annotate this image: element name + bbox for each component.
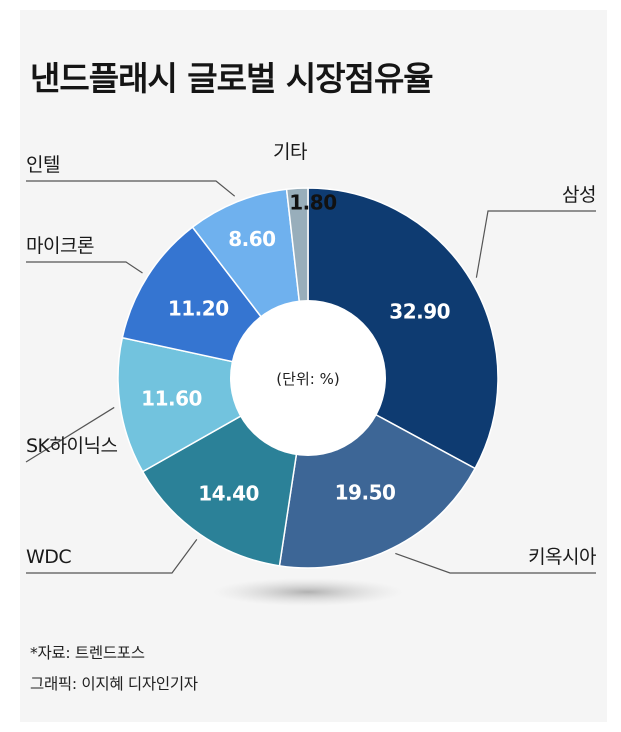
unit-note: (단위: %) <box>276 370 339 388</box>
value-label-삼성: 32.90 <box>389 299 450 323</box>
source-note: *자료: 트렌드포스 <box>30 644 145 662</box>
category-label-wdc: WDC <box>26 546 71 568</box>
credit-note: 그래픽: 이지혜 디자인기자 <box>30 675 198 693</box>
leader-line-wdc <box>26 539 198 574</box>
value-label-기타: 1.80 <box>289 190 336 214</box>
category-label-마이크론: 마이크론 <box>26 235 94 257</box>
leader-line-마이크론 <box>26 261 143 274</box>
value-label-wdc: 14.40 <box>198 481 259 505</box>
category-label-삼성: 삼성 <box>562 184 596 206</box>
leader-line-인텔 <box>26 180 236 197</box>
category-label-sk하이닉스: SK하이닉스 <box>26 435 117 457</box>
category-label-키옥시아: 키옥시아 <box>528 546 596 568</box>
footer: *자료: 트렌드포스 그래픽: 이지혜 디자인기자 <box>30 638 198 700</box>
category-label-기타: 기타 <box>273 141 307 163</box>
leader-line-키옥시아 <box>395 552 596 574</box>
category-label-인텔: 인텔 <box>26 154 60 176</box>
pie-center-hole <box>230 300 386 456</box>
leader-line-sk하이닉스 <box>25 406 115 463</box>
value-label-키옥시아: 19.50 <box>335 481 396 505</box>
value-label-마이크론: 11.20 <box>168 296 229 320</box>
value-label-sk하이닉스: 11.60 <box>141 387 202 411</box>
chart-title: 낸드플래시 글로벌 시장점유율 <box>30 59 434 98</box>
leader-line-삼성 <box>475 210 596 278</box>
value-label-인텔: 8.60 <box>228 227 275 251</box>
pie-shadow <box>213 578 403 606</box>
